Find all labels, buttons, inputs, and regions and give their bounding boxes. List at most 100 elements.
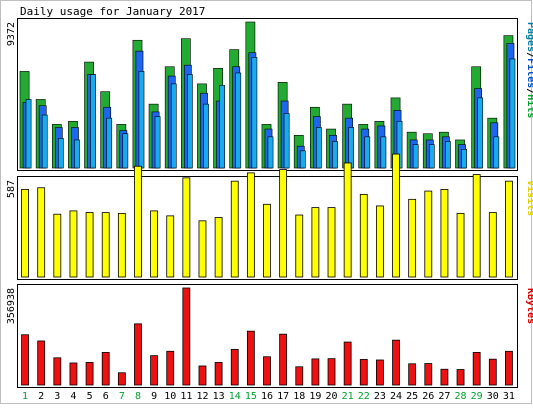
x-tick-label-15: 15 [245, 391, 257, 402]
bar-visits-day-22 [359, 193, 368, 278]
bar-kbytes-day-5 [85, 362, 94, 386]
bar-visits-day-23 [375, 205, 384, 278]
bar-pages-day-17 [283, 113, 290, 169]
x-tick-label-21: 21 [342, 391, 354, 402]
panel-kbytes: 356938 KBytes [6, 284, 533, 388]
bar-visits-day-19 [311, 207, 320, 278]
bar-visits-day-12 [198, 220, 207, 278]
bar-kbytes-day-15 [246, 330, 255, 386]
bar-visits-day-20 [327, 207, 336, 278]
bar-pages-day-28 [461, 149, 467, 169]
bar-visits-day-26 [424, 190, 433, 278]
bar-pages-day-30 [493, 136, 500, 169]
bar-pages-day-15 [251, 57, 258, 169]
bar-visits-day-6 [101, 212, 110, 278]
bar-kbytes-day-31 [505, 350, 513, 386]
bar-pages-day-2 [41, 114, 48, 169]
bar-kbytes-day-7 [117, 372, 126, 386]
bar-visits-day-2 [37, 187, 46, 278]
bar-visits-day-18 [295, 214, 304, 278]
bar-kbytes-day-26 [424, 363, 433, 386]
bar-visits-day-15 [246, 172, 255, 278]
x-tick-label-2: 2 [38, 391, 44, 402]
x-tick-label-10: 10 [164, 391, 176, 402]
bar-kbytes-day-18 [295, 366, 304, 386]
bar-visits-day-30 [488, 212, 497, 278]
bar-kbytes-day-30 [488, 358, 497, 386]
x-tick-label-18: 18 [293, 391, 305, 402]
chart-title: Daily usage for January 2017 [20, 5, 205, 18]
bar-visits-day-9 [150, 210, 159, 278]
bar-kbytes-day-28 [456, 369, 465, 386]
bar-visits-day-14 [230, 180, 239, 278]
x-axis-labels: 1 2 3 4 5 6 7 8 9 10 11 12 13 14 15 16 17 18 19 20 21 22 23 24 2… [22, 391, 515, 402]
bar-pages-day-16 [267, 136, 274, 169]
legend-entry-3: / [525, 88, 533, 94]
bar-kbytes-day-24 [392, 339, 400, 386]
bar-pages-day-8 [138, 71, 145, 169]
bar-pages-day-27 [445, 141, 451, 169]
panel-hits: 9372 Pages/Files/Hits [6, 18, 533, 171]
bar-visits-day-28 [456, 212, 465, 278]
bar-visits-day-16 [263, 203, 271, 278]
panel-max-label: 587 [6, 180, 17, 198]
bar-pages-day-6 [106, 117, 113, 169]
bar-pages-day-3 [57, 138, 64, 169]
x-tick-label-11: 11 [180, 391, 192, 402]
panel-max-label: 9372 [6, 22, 17, 46]
legend-entry-0: Pages [525, 22, 533, 52]
bar-pages-day-4 [74, 139, 80, 169]
bar-visits-day-17 [279, 169, 288, 278]
x-tick-label-28: 28 [455, 391, 467, 402]
bar-visits-day-25 [408, 198, 417, 278]
bar-pages-day-22 [364, 136, 371, 169]
bar-pages-day-9 [154, 116, 161, 169]
panel-legend: Visits [525, 180, 533, 216]
bar-visits-day-31 [505, 180, 513, 278]
x-tick-label-1: 1 [22, 391, 28, 402]
bar-kbytes-day-4 [69, 362, 78, 386]
x-tick-label-22: 22 [358, 391, 370, 402]
bar-kbytes-day-27 [440, 368, 449, 386]
bar-pages-day-31 [509, 58, 516, 169]
x-tick-label-23: 23 [374, 391, 386, 402]
x-tick-label-25: 25 [406, 391, 418, 402]
x-tick-label-24: 24 [390, 391, 402, 402]
panel-legend: Pages/Files/Hits [525, 22, 533, 118]
legend-entry-1: / [525, 52, 533, 58]
bar-pages-day-1 [25, 99, 32, 169]
bar-pages-day-21 [348, 127, 355, 169]
legend-entry-0: KBytes [525, 288, 533, 324]
bar-kbytes-day-2 [37, 340, 46, 386]
bar-visits-day-8 [134, 165, 142, 278]
x-tick-label-13: 13 [213, 391, 225, 402]
x-tick-label-4: 4 [70, 391, 76, 402]
bar-visits-day-24 [392, 153, 400, 278]
x-tick-label-31: 31 [503, 391, 515, 402]
legend-entry-4: Hits [525, 94, 533, 118]
panel-max-label: 356938 [6, 288, 17, 324]
x-tick-label-20: 20 [325, 391, 337, 402]
bar-pages-day-18 [299, 150, 306, 169]
bar-pages-day-11 [186, 74, 193, 169]
panel-legend: KBytes [525, 288, 533, 324]
x-tick-label-19: 19 [309, 391, 321, 402]
bar-kbytes-day-22 [359, 359, 368, 386]
bar-kbytes-day-16 [263, 356, 271, 386]
bar-kbytes-day-6 [101, 351, 110, 386]
bar-pages-day-13 [219, 85, 225, 169]
x-tick-label-7: 7 [119, 391, 125, 402]
x-tick-label-14: 14 [229, 391, 241, 402]
bar-kbytes-day-19 [311, 358, 320, 386]
bar-visits-day-4 [69, 210, 78, 278]
bar-kbytes-day-11 [182, 287, 191, 386]
bar-visits-day-1 [21, 189, 29, 278]
x-tick-label-17: 17 [277, 391, 289, 402]
bar-pages-day-5 [90, 74, 96, 169]
bar-pages-day-23 [380, 136, 387, 169]
bar-pages-day-7 [122, 133, 129, 169]
bar-visits-day-10 [166, 215, 175, 278]
bar-kbytes-day-12 [198, 365, 207, 386]
bar-visits-day-27 [440, 189, 449, 278]
